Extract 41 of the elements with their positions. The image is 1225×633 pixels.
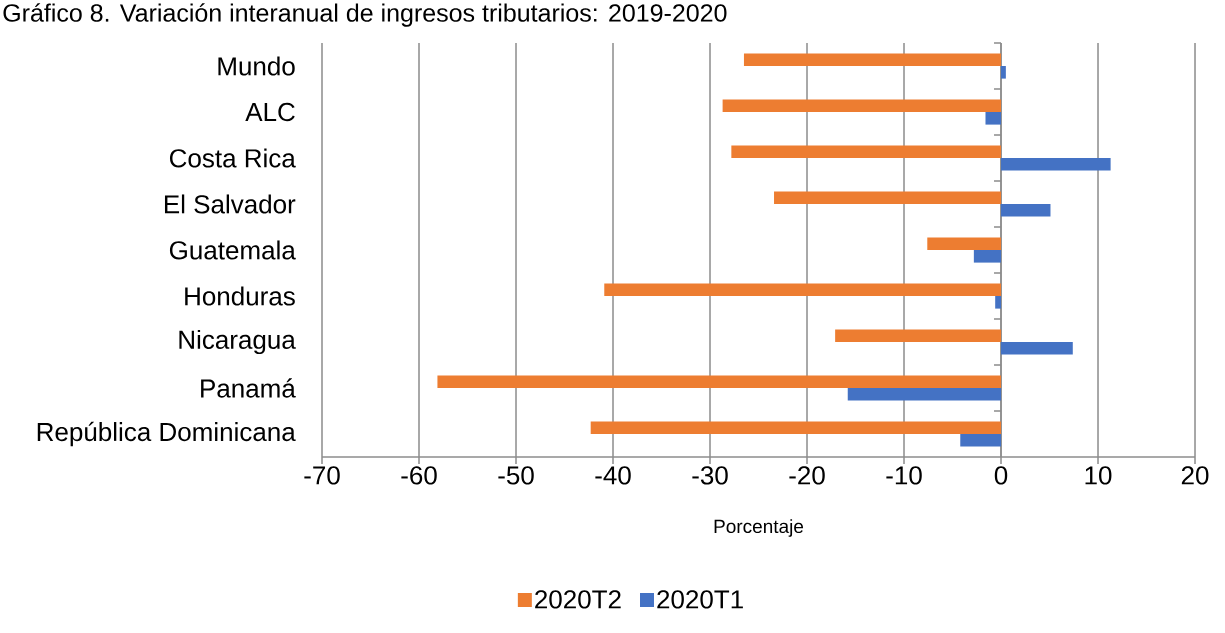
y-tick-label: Mundo xyxy=(218,56,295,76)
bar xyxy=(731,145,1002,158)
bar xyxy=(437,375,1002,388)
bar xyxy=(1001,66,1006,79)
bar xyxy=(960,434,1002,447)
x-tick-label: -40 xyxy=(595,466,631,485)
y-tick-label: Costa Rica xyxy=(169,148,296,168)
legend-label: 2020T2 xyxy=(535,590,621,609)
x-axis-title: Porcentaje xyxy=(714,519,804,537)
bar xyxy=(847,388,1002,401)
x-tick-label: 10 xyxy=(1085,466,1112,485)
bar xyxy=(927,237,1002,250)
legend-label: 2020T1 xyxy=(657,590,743,609)
bar xyxy=(604,283,1002,296)
bar xyxy=(835,329,1002,342)
bar xyxy=(1001,204,1051,217)
y-tick-label: El Salvador xyxy=(164,194,296,214)
bar xyxy=(590,421,1002,434)
x-tick-label: -10 xyxy=(886,466,922,485)
bar xyxy=(985,112,1002,125)
x-tick-label: -20 xyxy=(789,466,825,485)
bar xyxy=(973,250,1002,263)
x-tick-label: -50 xyxy=(498,466,534,485)
y-tick-label: Nicaragua xyxy=(179,329,296,355)
x-tick-label: -70 xyxy=(304,466,340,485)
bar xyxy=(1001,342,1073,355)
y-tick-label: Guatemala xyxy=(169,240,296,260)
y-tick-label: Honduras xyxy=(185,286,295,306)
y-tick-label: Panamá xyxy=(201,378,296,398)
x-tick-label: 20 xyxy=(1181,466,1209,485)
bar xyxy=(774,191,1002,204)
bar xyxy=(1001,158,1111,171)
y-tick-label: ALC xyxy=(245,102,295,122)
chart-title: Gráfico 8. Variación interanual de ingresos tributarios: 2019-2020 xyxy=(3,3,727,27)
y-tick-label: República Dominicana xyxy=(37,421,296,447)
x-tick-label: -30 xyxy=(692,466,728,485)
bar xyxy=(995,296,1002,309)
bar xyxy=(722,99,1002,112)
x-tick-label: 0 xyxy=(994,466,1008,485)
x-tick-label: -60 xyxy=(401,466,437,485)
bar xyxy=(743,53,1002,66)
